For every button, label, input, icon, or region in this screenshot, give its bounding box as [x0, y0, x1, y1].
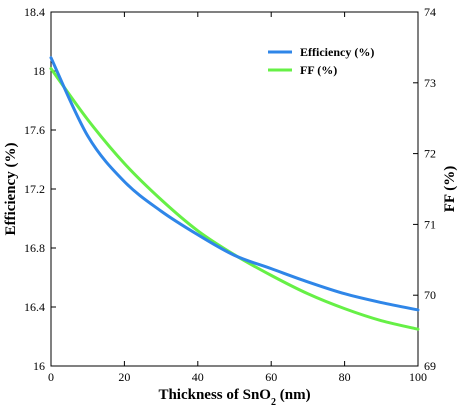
x-axis-title-unit: (nm): [276, 387, 311, 403]
x-axis-title: Thickness of SnO2 (nm): [158, 387, 310, 408]
y-left-tick-label: 16.8: [24, 241, 45, 255]
plot-frame: [50, 11, 419, 367]
y-axis-left-title: Efficiency (%): [3, 143, 19, 236]
y-left-tick-label: 16.4: [24, 300, 45, 314]
y-right-tick-label: 73: [424, 76, 436, 90]
y-left-tick-label: 16: [33, 359, 45, 373]
axes-layer: 0 20 40 60 80 100 16 16.4 16.8 17.2 17.6 18 18.4 69 70…: [24, 5, 436, 384]
x-axis-title-subscript: 2: [271, 397, 276, 408]
x-tick-label: 80: [339, 370, 351, 384]
efficiency-series-line: [49, 56, 420, 312]
y-axis-right-title: FF (%): [442, 166, 458, 213]
series-layer: [49, 56, 420, 331]
x-tick-label: 20: [118, 370, 130, 384]
y-right-tick-label: 74: [424, 5, 436, 19]
x-tick-label: 60: [265, 370, 277, 384]
x-tick-label: 40: [192, 370, 204, 384]
legend: Efficiency (%) FF (%): [268, 45, 374, 77]
y-right-tick-label: 72: [424, 147, 436, 161]
x-axis-title-main: Thickness of SnO: [158, 387, 271, 403]
y-right-tick-label: 70: [424, 288, 436, 302]
x-tick-label: 0: [48, 370, 54, 384]
y-left-tick-label: 17.6: [24, 123, 45, 137]
legend-label-ff: FF (%): [300, 63, 337, 77]
x-tick-label: 100: [409, 370, 427, 384]
y-left-tick-label: 18.4: [24, 5, 45, 19]
y-left-tick-label: 17.2: [24, 182, 45, 196]
ff-series-line: [49, 67, 420, 331]
y-right-tick-label: 71: [424, 217, 436, 231]
legend-label-efficiency: Efficiency (%): [300, 45, 374, 59]
y-right-tick-label: 69: [424, 359, 436, 373]
y-left-tick-label: 18: [33, 64, 45, 78]
